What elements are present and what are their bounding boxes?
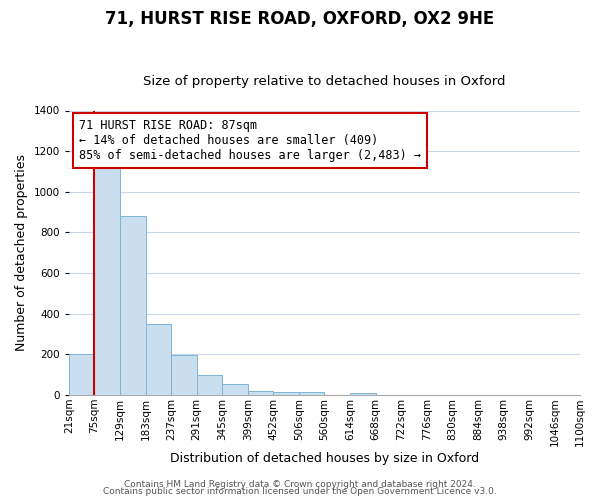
Title: Size of property relative to detached houses in Oxford: Size of property relative to detached ho… xyxy=(143,76,506,88)
Bar xyxy=(350,392,376,395)
Bar xyxy=(171,356,197,395)
Bar xyxy=(94,168,120,395)
Bar xyxy=(146,324,171,395)
Bar xyxy=(120,216,146,395)
X-axis label: Distribution of detached houses by size in Oxford: Distribution of detached houses by size … xyxy=(170,452,479,465)
Y-axis label: Number of detached properties: Number of detached properties xyxy=(15,154,28,352)
Text: Contains HM Land Registry data © Crown copyright and database right 2024.: Contains HM Land Registry data © Crown c… xyxy=(124,480,476,489)
Bar xyxy=(69,354,94,395)
Bar xyxy=(299,392,325,395)
Text: 71, HURST RISE ROAD, OXFORD, OX2 9HE: 71, HURST RISE ROAD, OXFORD, OX2 9HE xyxy=(106,10,494,28)
Text: Contains public sector information licensed under the Open Government Licence v3: Contains public sector information licen… xyxy=(103,487,497,496)
Bar xyxy=(197,374,222,395)
Bar xyxy=(273,392,299,395)
Bar xyxy=(222,384,248,395)
Bar xyxy=(248,390,273,395)
Text: 71 HURST RISE ROAD: 87sqm
← 14% of detached houses are smaller (409)
85% of semi: 71 HURST RISE ROAD: 87sqm ← 14% of detac… xyxy=(79,119,421,162)
